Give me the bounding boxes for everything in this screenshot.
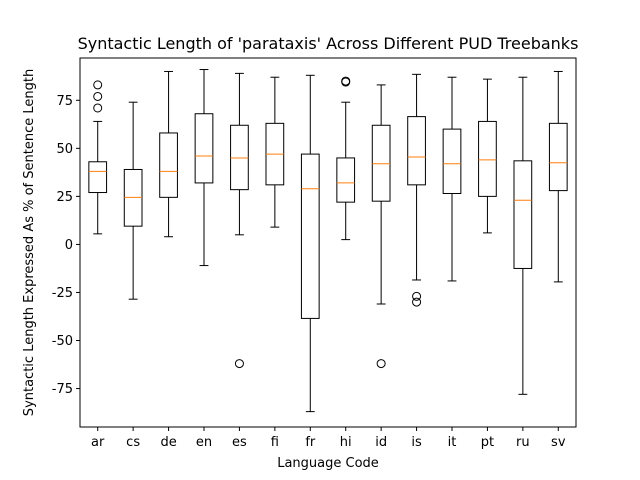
y-tick-label: 25: [56, 190, 73, 205]
x-tick-label: cs: [126, 435, 140, 450]
y-tick-label: 0: [65, 238, 73, 253]
iqr-box: [88, 161, 108, 194]
box-de: [159, 70, 178, 238]
iqr-box: [336, 157, 356, 203]
outlier-point: [234, 359, 244, 369]
x-tick-label: sv: [551, 435, 566, 450]
outlier-point: [412, 291, 422, 301]
y-tick-label: 75: [56, 94, 73, 109]
outlier-point: [341, 77, 351, 87]
y-tick-label: -50: [52, 334, 73, 349]
outlier-point: [93, 80, 103, 90]
x-tick-label: en: [196, 435, 212, 450]
iqr-box: [194, 113, 214, 184]
iqr-box: [442, 128, 462, 194]
box-is: [407, 73, 426, 307]
box-fi: [265, 76, 285, 228]
box-es: [230, 72, 249, 369]
box-cs: [123, 101, 143, 300]
x-tick-label: fr: [305, 435, 316, 450]
x-tick-label: is: [411, 435, 422, 450]
x-tick-label: ru: [516, 435, 530, 450]
x-tick-label: fi: [271, 435, 279, 450]
outlier-point: [93, 103, 103, 113]
iqr-box: [513, 160, 533, 269]
x-tick-label: ar: [91, 435, 105, 450]
x-tick-label: it: [448, 435, 457, 450]
plot-area: [88, 69, 568, 413]
y-tick-label: -75: [52, 382, 73, 397]
box-fr: [300, 74, 320, 413]
box-pt: [478, 78, 497, 234]
y-axis: -75 -50 -25 0 25 50 75: [52, 94, 80, 397]
x-tick-label: de: [160, 435, 176, 450]
box-ru: [513, 76, 533, 395]
iqr-box: [300, 153, 320, 319]
outlier-point: [376, 359, 386, 369]
box-en: [194, 69, 214, 267]
iqr-box: [478, 120, 497, 197]
box-hi: [336, 76, 356, 241]
x-tick-label: es: [232, 435, 247, 450]
x-tick-label: pt: [481, 435, 494, 450]
x-tick-label: hi: [340, 435, 352, 450]
outlier-point: [412, 297, 422, 307]
chart-title: Syntactic Length of 'parataxis' Across D…: [78, 34, 579, 53]
x-tick-label: id: [375, 435, 387, 450]
y-tick-label: -25: [52, 286, 73, 301]
y-tick-label: 50: [56, 142, 73, 157]
iqr-box: [548, 122, 568, 192]
plot-frame: [79, 57, 577, 428]
iqr-box: [159, 132, 178, 198]
outlier-point: [93, 91, 103, 101]
box-id: [371, 84, 391, 369]
x-axis-label: Language Code: [277, 456, 379, 471]
x-axis: ar cs de en es fi fr hi id is it pt ru sv: [91, 427, 566, 450]
box-it: [442, 76, 462, 282]
box-sv: [548, 70, 568, 283]
box-ar: [88, 80, 108, 235]
iqr-box: [407, 116, 426, 186]
y-axis-label: Syntactic Length Expressed As % of Sente…: [22, 69, 37, 416]
